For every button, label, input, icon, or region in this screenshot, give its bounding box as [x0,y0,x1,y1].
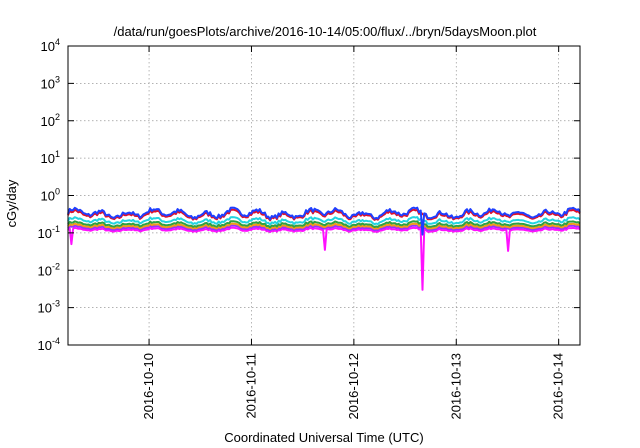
y-tick-exponent: 3 [55,74,60,84]
series-line [67,216,581,226]
x-axis: 2016-10-10 2016-10-11 2016-10-12 2016-10-13… [141,46,566,420]
series-group [67,206,581,291]
y-tick-exponent: -2 [52,261,60,271]
y-tick-label: 10-3 [38,299,60,316]
y-tick-base: 10 [41,114,55,129]
y-axis-label: cGy/day [4,179,19,227]
series-line [67,226,581,291]
y-tick-label: 103 [41,74,60,91]
y-tick-base: 10 [38,263,52,278]
y-tick-exponent: -3 [52,299,60,309]
series-line [67,206,581,236]
x-tick-label: 2016-10-10 [141,353,156,420]
x-axis-label: Coordinated Universal Time (UTC) [224,430,423,445]
y-tick-exponent: 4 [55,37,60,47]
y-tick-base: 10 [38,301,52,316]
x-tick-label: 2016-10-14 [551,353,566,420]
y-tick-label: 104 [41,37,60,54]
y-tick-label: 101 [41,149,60,166]
series-line [67,224,581,232]
y-tick-base: 10 [41,189,55,204]
y-tick-base: 10 [41,39,55,54]
y-tick-label: 10-1 [38,224,60,241]
y-tick-exponent: 1 [55,149,60,159]
y-tick-base: 10 [41,151,55,166]
x-tick-label: 2016-10-11 [243,353,258,419]
y-tick-label: 100 [41,187,60,204]
series-line [67,220,581,229]
y-tick-exponent: 0 [55,187,60,197]
y-tick-base: 10 [38,338,52,353]
x-tick-label: 2016-10-12 [346,353,361,420]
series-line [67,208,581,222]
y-tick-base: 10 [41,76,55,91]
x-tick-label: 2016-10-13 [448,353,463,420]
y-tick-label: 10-4 [38,336,60,353]
y-tick-exponent: -4 [52,336,60,346]
chart-title: /data/run/goesPlots/archive/2016-10-14/0… [114,24,537,39]
y-tick-label: 102 [41,112,60,129]
y-tick-exponent: 2 [55,112,60,122]
series-line [67,222,581,230]
grid [68,46,580,345]
y-tick-label: 10-2 [38,261,60,278]
y-tick-exponent: -1 [52,224,60,234]
y-tick-base: 10 [38,226,52,241]
